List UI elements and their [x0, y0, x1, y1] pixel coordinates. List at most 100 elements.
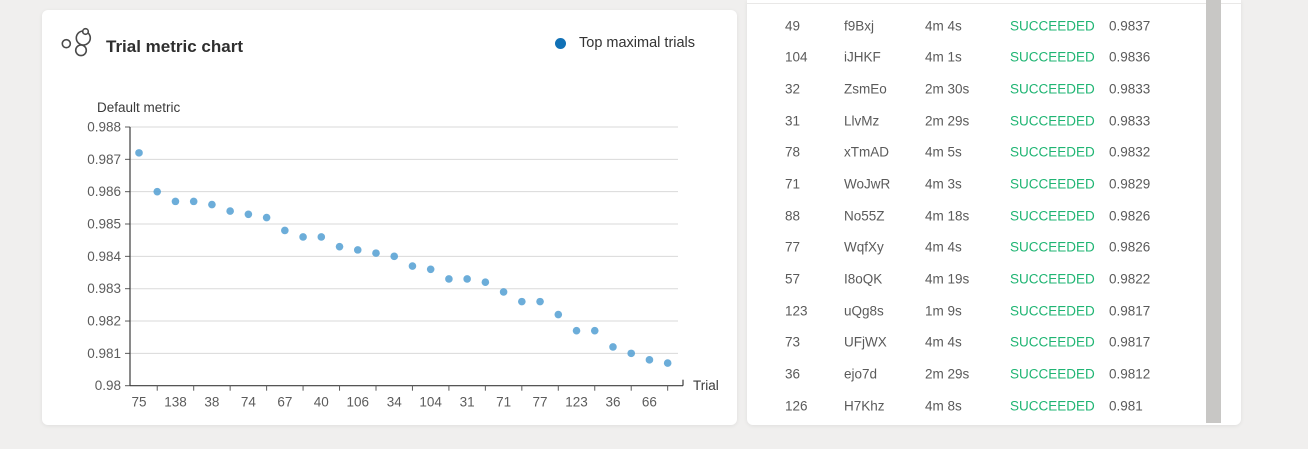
- scatter-point[interactable]: [572, 326, 581, 335]
- scatter-point[interactable]: [499, 288, 508, 296]
- cell-status: SUCCEEDED: [1010, 81, 1095, 97]
- cell-name: H7Khz: [844, 398, 885, 413]
- scatter-point[interactable]: [372, 249, 380, 257]
- scatter-point[interactable]: [426, 265, 435, 274]
- scatter-point[interactable]: [226, 207, 234, 215]
- table-row[interactable]: 88 No55Z 4m 18s SUCCEEDED 0.9826: [747, 200, 1241, 232]
- scatter-point[interactable]: [609, 343, 617, 351]
- scatter-point[interactable]: [627, 349, 636, 358]
- scatter-point[interactable]: [645, 356, 654, 364]
- cell-name: ejo7d: [844, 366, 878, 382]
- scatter-point[interactable]: [244, 210, 253, 219]
- cell-no: 126: [785, 398, 808, 413]
- table-row[interactable]: 31 LlvMz 2m 29s SUCCEEDED 0.9833: [747, 105, 1241, 137]
- cell-name: f9Bxj: [844, 18, 875, 34]
- x-tick-label: 34: [387, 395, 403, 410]
- scatter-point[interactable]: [299, 233, 307, 241]
- cell-metric: 0.9836: [1109, 49, 1151, 65]
- cell-duration: 2m 29s: [925, 113, 970, 129]
- cell-metric: 0.9812: [1109, 366, 1151, 382]
- cell-name: ZsmEo: [844, 81, 887, 97]
- cell-metric: 0.9822: [1109, 271, 1151, 287]
- scatter-point[interactable]: [171, 197, 180, 206]
- x-tick-label: 138: [164, 395, 187, 410]
- scatter-point[interactable]: [463, 275, 471, 283]
- cell-no: 32: [785, 81, 801, 97]
- cell-duration: 4m 4s: [925, 18, 962, 34]
- scatter-point[interactable]: [536, 297, 544, 306]
- cell-no: 36: [785, 366, 801, 382]
- scatter-point[interactable]: [445, 275, 453, 283]
- table-row[interactable]: 78 xTmAD 4m 5s SUCCEEDED 0.9832: [747, 137, 1241, 169]
- table-row[interactable]: 49 f9Bxj 4m 4s SUCCEEDED 0.9837: [747, 10, 1241, 42]
- x-tick-label: 71: [496, 395, 511, 410]
- cell-duration: 4m 5s: [925, 144, 962, 160]
- cell-no: 49: [785, 18, 801, 34]
- x-tick-label: 36: [605, 395, 620, 410]
- cell-status: SUCCEEDED: [1010, 334, 1095, 350]
- x-tick-label: 75: [131, 395, 146, 410]
- x-tick-label: 31: [460, 395, 475, 410]
- cell-metric: 0.9826: [1109, 208, 1151, 224]
- cell-duration: 4m 4s: [925, 334, 962, 350]
- scatter-point[interactable]: [262, 213, 271, 222]
- scatter-point[interactable]: [317, 233, 326, 241]
- cell-no: 88: [785, 208, 801, 224]
- y-tick-label: 0.985: [87, 217, 121, 232]
- cell-no: 57: [785, 271, 801, 287]
- cell-no: 31: [785, 113, 801, 129]
- scatter-point[interactable]: [153, 187, 162, 196]
- table-row[interactable]: 123 uQg8s 1m 9s SUCCEEDED 0.9817: [747, 295, 1241, 327]
- cell-status: SUCCEEDED: [1010, 271, 1095, 287]
- y-tick-label: 0.986: [87, 184, 121, 199]
- scatter-point[interactable]: [208, 200, 216, 209]
- cell-duration: 1m 9s: [925, 303, 962, 319]
- table-row[interactable]: 36 ejo7d 2m 29s SUCCEEDED 0.9812: [747, 358, 1241, 390]
- table-row[interactable]: 77 WqfXy 4m 4s SUCCEEDED 0.9826: [747, 231, 1241, 263]
- scatter-point[interactable]: [335, 242, 344, 251]
- table-row[interactable]: 71 WoJwR 4m 3s SUCCEEDED 0.9829: [747, 168, 1241, 200]
- scatter-point[interactable]: [135, 149, 143, 157]
- y-axis-title: Default metric: [97, 100, 181, 115]
- cell-status: SUCCEEDED: [1010, 398, 1095, 413]
- x-tick-label: 74: [241, 395, 257, 410]
- cell-metric: 0.9833: [1109, 81, 1151, 97]
- x-tick-label: 106: [346, 395, 369, 410]
- x-tick-label: 67: [277, 395, 292, 410]
- trials-table: 49 f9Bxj 4m 4s SUCCEEDED 0.9837 104 iJHKF 4m 1s…: [747, 10, 1241, 421]
- scatter-point[interactable]: [518, 297, 526, 306]
- scatter-point[interactable]: [554, 310, 563, 319]
- x-tick-label: 104: [419, 395, 442, 410]
- table-row[interactable]: 57 I8oQK 4m 19s SUCCEEDED 0.9822: [747, 263, 1241, 295]
- card-title: Trial metric chart: [106, 37, 244, 56]
- cell-metric: 0.981: [1109, 398, 1143, 413]
- cell-name: I8oQK: [844, 271, 883, 287]
- table-row[interactable]: 126 H7Khz 4m 8s SUCCEEDED 0.981: [747, 390, 1241, 422]
- cell-metric: 0.9829: [1109, 176, 1151, 192]
- table-scrollbar[interactable]: [1206, 0, 1221, 423]
- cell-status: SUCCEEDED: [1010, 144, 1095, 160]
- cell-status: SUCCEEDED: [1010, 18, 1095, 34]
- cell-duration: 2m 30s: [925, 81, 970, 97]
- scatter-point[interactable]: [390, 252, 399, 261]
- scatter-point[interactable]: [281, 226, 289, 235]
- cell-status: SUCCEEDED: [1010, 176, 1095, 192]
- cell-duration: 4m 18s: [925, 208, 970, 224]
- chart-legend: Top maximal trials: [555, 35, 695, 51]
- cell-name: UFjWX: [844, 334, 887, 350]
- table-row[interactable]: 104 iJHKF 4m 1s SUCCEEDED 0.9836: [747, 42, 1241, 74]
- scatter-point[interactable]: [353, 246, 362, 254]
- table-row[interactable]: 73 UFjWX 4m 4s SUCCEEDED 0.9817: [747, 326, 1241, 358]
- scatter-point[interactable]: [408, 262, 417, 270]
- y-tick-label: 0.984: [87, 249, 121, 264]
- legend-dot-icon: [555, 37, 566, 49]
- table-row[interactable]: 32 ZsmEo 2m 30s SUCCEEDED 0.9833: [747, 73, 1241, 105]
- cell-metric: 0.9817: [1109, 334, 1151, 350]
- cell-duration: 4m 8s: [925, 398, 962, 413]
- scatter-point[interactable]: [189, 197, 198, 206]
- y-tick-label: 0.982: [87, 314, 121, 329]
- scatter-point[interactable]: [663, 359, 672, 367]
- scatter-point[interactable]: [481, 278, 490, 287]
- scatter-point[interactable]: [590, 326, 599, 335]
- cell-status: SUCCEEDED: [1010, 303, 1095, 319]
